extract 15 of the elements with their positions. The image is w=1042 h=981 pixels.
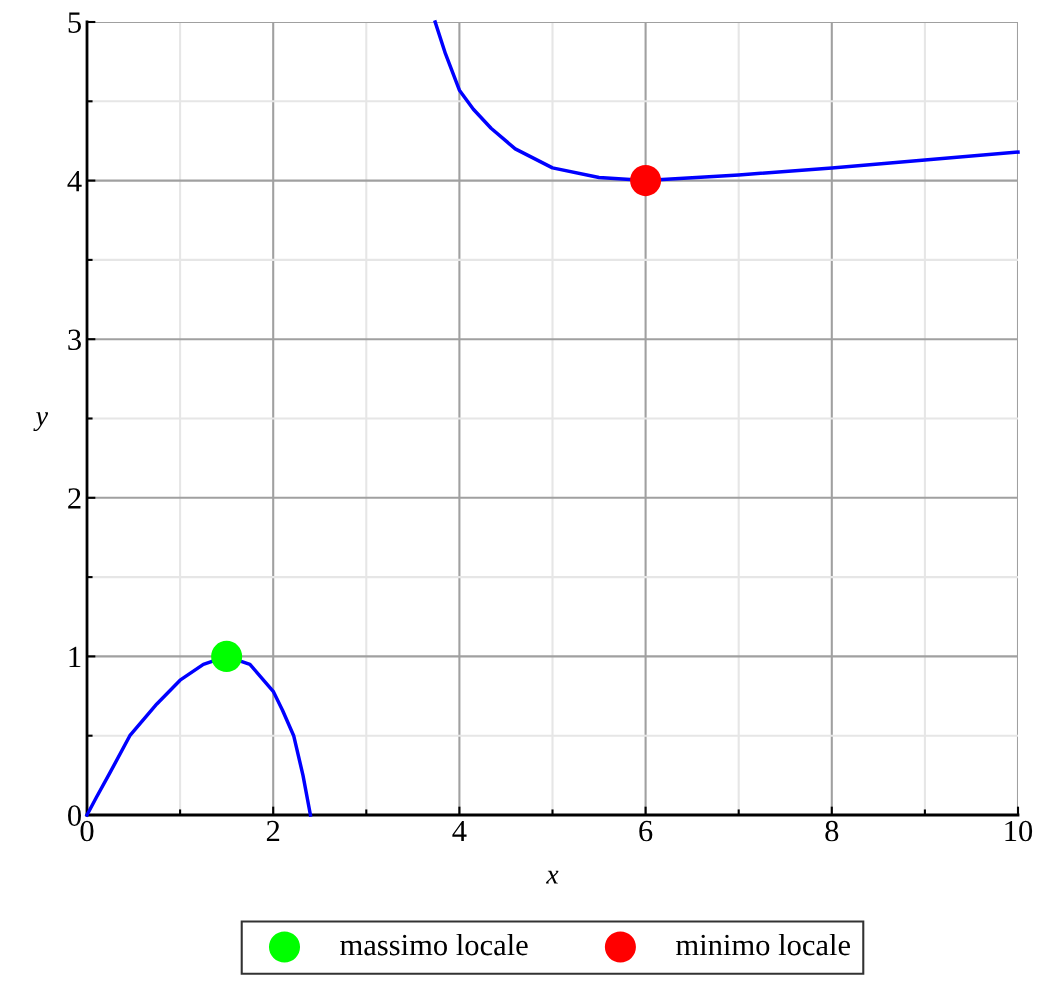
x-tick-label: 2 [266,820,280,842]
x-tick-label: 4 [452,820,467,842]
y-tick-label: 1 [69,646,81,667]
y-tick-label: 0 [68,805,81,826]
y-tick-label: 3 [68,329,81,351]
x-tick-label: 6 [639,820,653,842]
x-tick-label: 10 [1005,820,1033,842]
legend-label: massimo locale [340,933,528,956]
y-tick-label: 4 [67,171,82,192]
x-axis-title: x [546,870,559,884]
y-axis-title: y [33,412,49,432]
legend-label: minimo locale [676,933,850,956]
y-tick-label: 5 [68,12,81,33]
y-tick-label: 2 [68,488,81,509]
x-tick-label: 8 [825,820,839,842]
